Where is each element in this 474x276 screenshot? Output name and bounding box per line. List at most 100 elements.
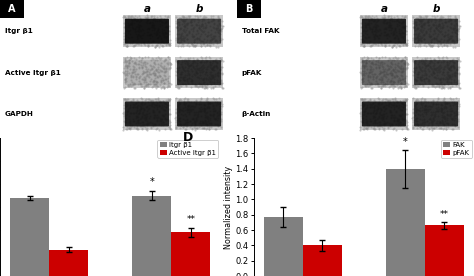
Point [202, 85, 210, 89]
Point [369, 114, 377, 118]
Point [400, 67, 407, 72]
Point [421, 104, 428, 108]
Point [187, 20, 195, 24]
Point [372, 65, 379, 70]
Point [125, 113, 133, 118]
Point [199, 81, 207, 86]
Point [429, 70, 437, 75]
Point [417, 38, 424, 43]
Point [143, 33, 151, 37]
Point [203, 116, 211, 120]
Point [210, 14, 217, 18]
Point [366, 44, 374, 49]
Point [150, 73, 158, 78]
Point [367, 125, 375, 129]
Point [375, 111, 383, 115]
Point [434, 44, 441, 49]
Point [441, 100, 449, 105]
Point [438, 25, 446, 30]
Point [357, 114, 365, 118]
Point [386, 23, 393, 27]
Point [367, 111, 375, 116]
Point [375, 72, 383, 76]
Point [178, 84, 185, 88]
Point [403, 126, 410, 130]
Point [403, 64, 411, 69]
Point [177, 17, 185, 22]
Point [364, 35, 372, 39]
Point [211, 117, 219, 122]
Point [362, 21, 369, 25]
Point [202, 39, 210, 44]
Point [357, 103, 365, 107]
Point [173, 83, 180, 87]
Point [126, 105, 134, 109]
Point [157, 117, 165, 122]
Point [393, 34, 401, 38]
Point [414, 31, 422, 36]
Point [191, 121, 199, 125]
Point [211, 59, 219, 63]
Point [395, 121, 402, 126]
Point [137, 101, 145, 105]
Point [172, 15, 179, 19]
Point [455, 102, 463, 106]
Point [429, 64, 437, 68]
Point [415, 22, 422, 26]
Point [392, 26, 399, 31]
Point [401, 24, 409, 28]
Point [373, 25, 380, 29]
Point [174, 86, 182, 90]
Point [450, 26, 457, 30]
Point [419, 25, 426, 30]
Point [448, 116, 456, 121]
Point [146, 98, 154, 102]
Point [361, 64, 368, 69]
Point [177, 62, 185, 66]
Point [378, 84, 385, 88]
Point [447, 77, 455, 81]
Point [364, 84, 372, 89]
Point [450, 73, 458, 77]
Point [197, 76, 205, 81]
Point [371, 18, 378, 22]
Point [414, 98, 422, 102]
Point [456, 26, 463, 30]
Point [132, 69, 139, 73]
Point [410, 110, 417, 114]
Point [358, 69, 365, 73]
Point [180, 77, 187, 82]
Point [194, 31, 202, 35]
Point [194, 57, 202, 62]
Point [174, 103, 182, 107]
Point [366, 104, 374, 109]
Point [175, 98, 182, 103]
Point [195, 36, 203, 41]
Point [125, 126, 133, 130]
Point [453, 71, 461, 76]
Point [188, 61, 196, 66]
Point [184, 57, 192, 61]
Point [163, 25, 170, 30]
Point [192, 102, 200, 107]
Point [138, 96, 146, 101]
Point [210, 75, 217, 79]
Point [375, 36, 383, 41]
Point [190, 58, 197, 63]
Point [126, 58, 133, 63]
Point [444, 16, 452, 20]
Point [437, 66, 444, 71]
Point [379, 67, 387, 71]
Point [396, 66, 404, 70]
Point [147, 125, 155, 130]
Point [425, 121, 433, 126]
Point [202, 77, 210, 81]
Point [449, 116, 456, 121]
Point [448, 30, 456, 34]
Point [174, 77, 182, 81]
Point [416, 44, 424, 48]
Point [196, 98, 204, 103]
Point [156, 34, 164, 38]
Point [213, 100, 221, 105]
Point [175, 101, 182, 105]
